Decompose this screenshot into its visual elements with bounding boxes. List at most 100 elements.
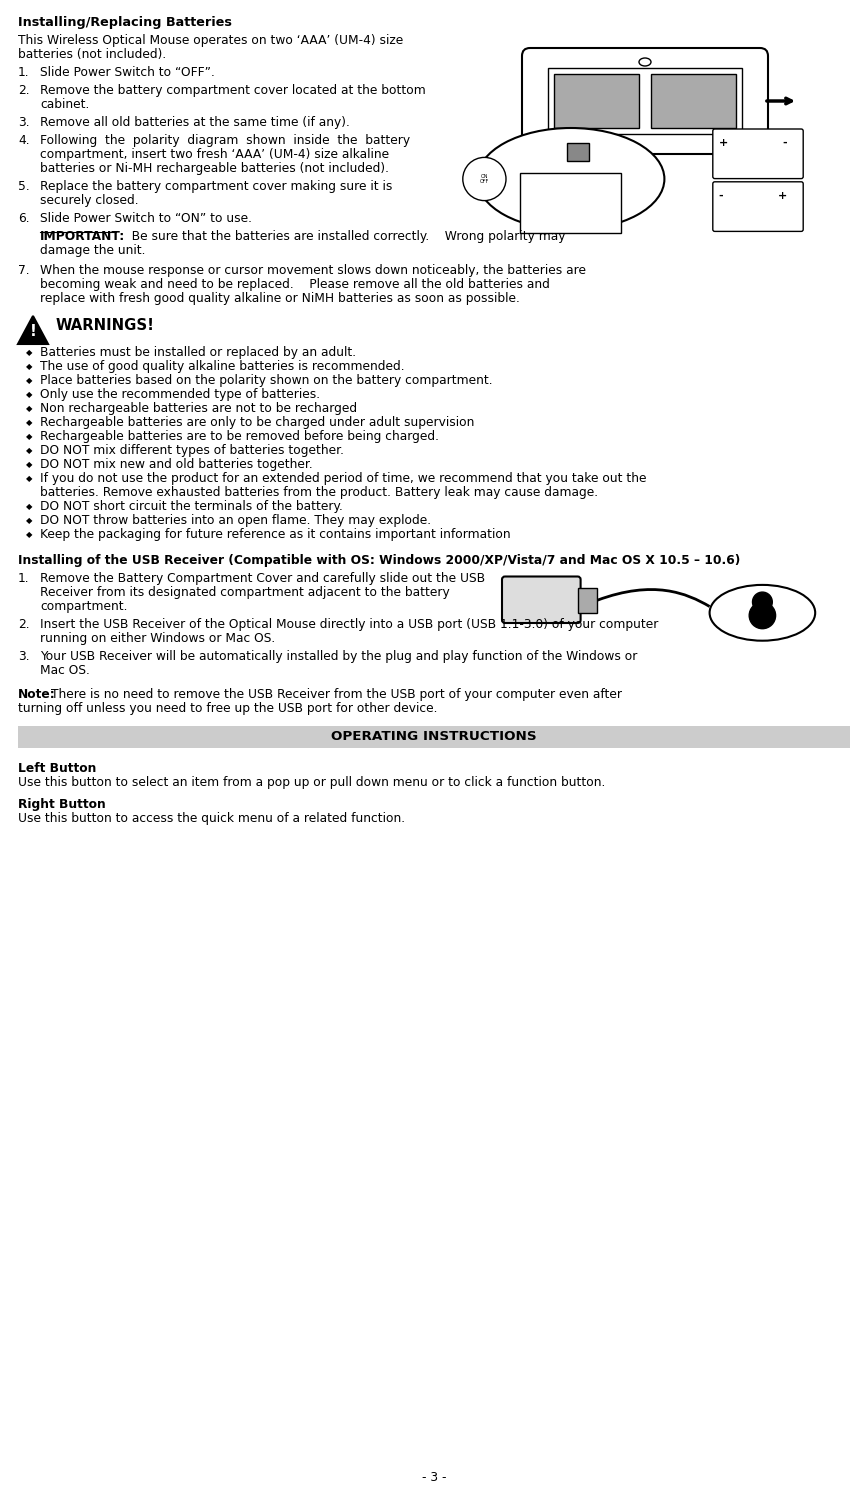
- Text: 1.: 1.: [18, 572, 30, 586]
- Text: batteries. Remove exhausted batteries from the product. Battery leak may cause d: batteries. Remove exhausted batteries fr…: [40, 486, 598, 499]
- Ellipse shape: [639, 58, 651, 66]
- Text: Slide Power Switch to “OFF”.: Slide Power Switch to “OFF”.: [40, 66, 215, 79]
- Text: compartment, insert two fresh ‘AAA’ (UM-4) size alkaline: compartment, insert two fresh ‘AAA’ (UM-…: [40, 148, 389, 161]
- Text: Left Button: Left Button: [18, 762, 96, 775]
- Bar: [548, 69, 742, 134]
- Text: Only use the recommended type of batteries.: Only use the recommended type of batteri…: [40, 388, 320, 400]
- Text: ◆: ◆: [26, 474, 32, 483]
- Text: Following  the  polarity  diagram  shown  inside  the  battery: Following the polarity diagram shown ins…: [40, 134, 410, 146]
- Text: securely closed.: securely closed.: [40, 194, 139, 208]
- Text: Remove the Battery Compartment Cover and carefully slide out the USB: Remove the Battery Compartment Cover and…: [40, 572, 485, 586]
- Circle shape: [749, 602, 776, 629]
- Text: 6.: 6.: [18, 212, 30, 226]
- Text: 7.: 7.: [18, 264, 30, 276]
- Bar: [577, 587, 597, 613]
- Text: Receiver from its designated compartment adjacent to the battery: Receiver from its designated compartment…: [40, 586, 450, 599]
- Text: ◆: ◆: [26, 515, 32, 524]
- Text: IMPORTANT:: IMPORTANT:: [40, 230, 125, 244]
- Text: 4.: 4.: [18, 134, 30, 146]
- Text: batteries (not included).: batteries (not included).: [18, 48, 167, 61]
- Text: damage the unit.: damage the unit.: [40, 244, 146, 257]
- Text: Your USB Receiver will be automatically installed by the plug and play function : Your USB Receiver will be automatically …: [40, 650, 637, 663]
- Circle shape: [535, 131, 545, 140]
- Text: ◆: ◆: [26, 530, 32, 539]
- Text: 3.: 3.: [18, 117, 30, 128]
- Text: 2.: 2.: [18, 84, 30, 97]
- FancyBboxPatch shape: [713, 128, 803, 179]
- Text: 2.: 2.: [18, 619, 30, 630]
- Text: Use this button to access the quick menu of a related function.: Use this button to access the quick menu…: [18, 813, 405, 825]
- Ellipse shape: [710, 584, 815, 641]
- Text: There is no need to remove the USB Receiver from the USB port of your computer e: There is no need to remove the USB Recei…: [51, 689, 622, 701]
- Text: ON
OFF: ON OFF: [480, 173, 489, 184]
- Text: WARNINGS!: WARNINGS!: [56, 318, 155, 333]
- Bar: [651, 75, 736, 128]
- Polygon shape: [18, 317, 48, 344]
- Text: Use this button to select an item from a pop up or pull down menu or to click a : Use this button to select an item from a…: [18, 775, 605, 789]
- Text: 5.: 5.: [18, 179, 30, 193]
- Text: DO NOT throw batteries into an open flame. They may explode.: DO NOT throw batteries into an open flam…: [40, 514, 431, 527]
- Text: running on either Windows or Mac OS.: running on either Windows or Mac OS.: [40, 632, 275, 645]
- Text: ◆: ◆: [26, 502, 32, 511]
- FancyBboxPatch shape: [522, 48, 768, 154]
- Text: ◆: ◆: [26, 447, 32, 456]
- Text: ◆: ◆: [26, 403, 32, 412]
- Text: -: -: [782, 139, 786, 148]
- Circle shape: [753, 592, 773, 613]
- Text: This Wireless Optical Mouse operates on two ‘AAA’ (UM-4) size: This Wireless Optical Mouse operates on …: [18, 34, 404, 46]
- Text: ◆: ◆: [26, 362, 32, 371]
- Text: Slide Power Switch to “ON” to use.: Slide Power Switch to “ON” to use.: [40, 212, 252, 226]
- FancyBboxPatch shape: [713, 182, 803, 232]
- Text: 1.: 1.: [18, 66, 30, 79]
- Text: ◆: ◆: [26, 432, 32, 441]
- Text: Insert the USB Receiver of the Optical Mouse directly into a USB port (USB 1.1-3: Insert the USB Receiver of the Optical M…: [40, 619, 658, 630]
- Text: Note:: Note:: [18, 689, 56, 701]
- Text: DO NOT short circuit the terminals of the battery.: DO NOT short circuit the terminals of th…: [40, 500, 343, 512]
- Text: Batteries must be installed or replaced by an adult.: Batteries must be installed or replaced …: [40, 347, 356, 359]
- Text: DO NOT mix different types of batteries together.: DO NOT mix different types of batteries …: [40, 444, 344, 457]
- Text: cabinet.: cabinet.: [40, 99, 89, 111]
- Text: compartment.: compartment.: [40, 601, 128, 613]
- Text: Be sure that the batteries are installed correctly.    Wrong polarity may: Be sure that the batteries are installed…: [120, 230, 565, 244]
- Bar: [554, 75, 639, 128]
- Circle shape: [463, 157, 506, 200]
- Text: OPERATING INSTRUCTIONS: OPERATING INSTRUCTIONS: [332, 731, 536, 744]
- Text: The use of good quality alkaline batteries is recommended.: The use of good quality alkaline batteri…: [40, 360, 404, 374]
- Text: -: -: [719, 191, 723, 202]
- Text: If you do not use the product for an extended period of time, we recommend that : If you do not use the product for an ext…: [40, 472, 647, 486]
- Text: Rechargeable batteries are only to be charged under adult supervision: Rechargeable batteries are only to be ch…: [40, 415, 475, 429]
- Text: When the mouse response or cursor movement slows down noticeably, the batteries : When the mouse response or cursor moveme…: [40, 264, 586, 276]
- Bar: [18, 726, 850, 748]
- Ellipse shape: [477, 128, 664, 230]
- Text: +: +: [719, 139, 728, 148]
- Text: Rechargeable batteries are to be removed before being charged.: Rechargeable batteries are to be removed…: [40, 430, 439, 444]
- Text: becoming weak and need to be replaced.    Please remove all the old batteries an: becoming weak and need to be replaced. P…: [40, 278, 549, 291]
- Circle shape: [745, 131, 755, 140]
- Text: Keep the packaging for future reference as it contains important information: Keep the packaging for future reference …: [40, 527, 510, 541]
- Text: ◆: ◆: [26, 376, 32, 385]
- Text: Remove the battery compartment cover located at the bottom: Remove the battery compartment cover loc…: [40, 84, 425, 97]
- Text: batteries or Ni-MH rechargeable batteries (not included).: batteries or Ni-MH rechargeable batterie…: [40, 161, 389, 175]
- Text: turning off unless you need to free up the USB port for other device.: turning off unless you need to free up t…: [18, 702, 437, 716]
- Text: ◆: ◆: [26, 460, 32, 469]
- Text: ◆: ◆: [26, 348, 32, 357]
- Text: Right Button: Right Button: [18, 798, 106, 811]
- Text: DO NOT mix new and old batteries together.: DO NOT mix new and old batteries togethe…: [40, 459, 312, 471]
- Bar: [567, 143, 589, 161]
- Text: - 3 -: - 3 -: [422, 1472, 446, 1484]
- Text: Place batteries based on the polarity shown on the battery compartment.: Place batteries based on the polarity sh…: [40, 374, 493, 387]
- Text: Mac OS.: Mac OS.: [40, 663, 90, 677]
- Polygon shape: [21, 320, 45, 341]
- Text: Non rechargeable batteries are not to be recharged: Non rechargeable batteries are not to be…: [40, 402, 357, 415]
- Text: ◆: ◆: [26, 390, 32, 399]
- Text: Installing of the USB Receiver (Compatible with OS: Windows 2000/XP/Vista/7 and : Installing of the USB Receiver (Compatib…: [18, 554, 740, 568]
- Text: Installing/Replacing Batteries: Installing/Replacing Batteries: [18, 16, 232, 28]
- Text: +: +: [778, 191, 786, 202]
- Text: Replace the battery compartment cover making sure it is: Replace the battery compartment cover ma…: [40, 179, 392, 193]
- Text: Remove all old batteries at the same time (if any).: Remove all old batteries at the same tim…: [40, 117, 350, 128]
- Text: replace with fresh good quality alkaline or NiMH batteries as soon as possible.: replace with fresh good quality alkaline…: [40, 291, 520, 305]
- Text: !: !: [30, 324, 36, 339]
- Text: 3.: 3.: [18, 650, 30, 663]
- Bar: [521, 173, 621, 233]
- FancyBboxPatch shape: [502, 577, 581, 623]
